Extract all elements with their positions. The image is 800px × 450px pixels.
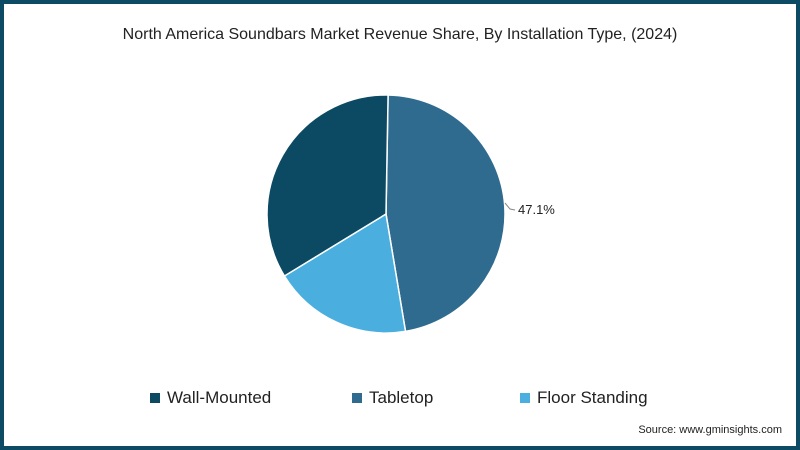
legend-item-tabletop[interactable]: Tabletop — [352, 388, 433, 408]
legend-swatch — [352, 393, 362, 403]
legend-label: Wall-Mounted — [167, 388, 272, 407]
data-label-tabletop: 47.1% — [518, 202, 555, 217]
legend-item-wall-mounted[interactable]: Wall-Mounted — [150, 388, 271, 408]
pie-slice-floor-standing[interactable] — [283, 212, 407, 334]
legend-swatch — [150, 393, 160, 403]
legend-item-floor-standing[interactable]: Floor Standing — [520, 388, 648, 408]
chart-title: North America Soundbars Market Revenue S… — [122, 26, 678, 43]
pie-slice-tabletop[interactable] — [385, 94, 506, 333]
legend-swatch — [520, 393, 530, 403]
leader-line — [504, 202, 516, 211]
legend-label: Floor Standing — [537, 388, 648, 407]
pie-slice-wall-mounted[interactable] — [266, 94, 389, 278]
source-note: Source: www.gminsights.com — [638, 424, 782, 436]
legend-label: Tabletop — [369, 388, 434, 407]
